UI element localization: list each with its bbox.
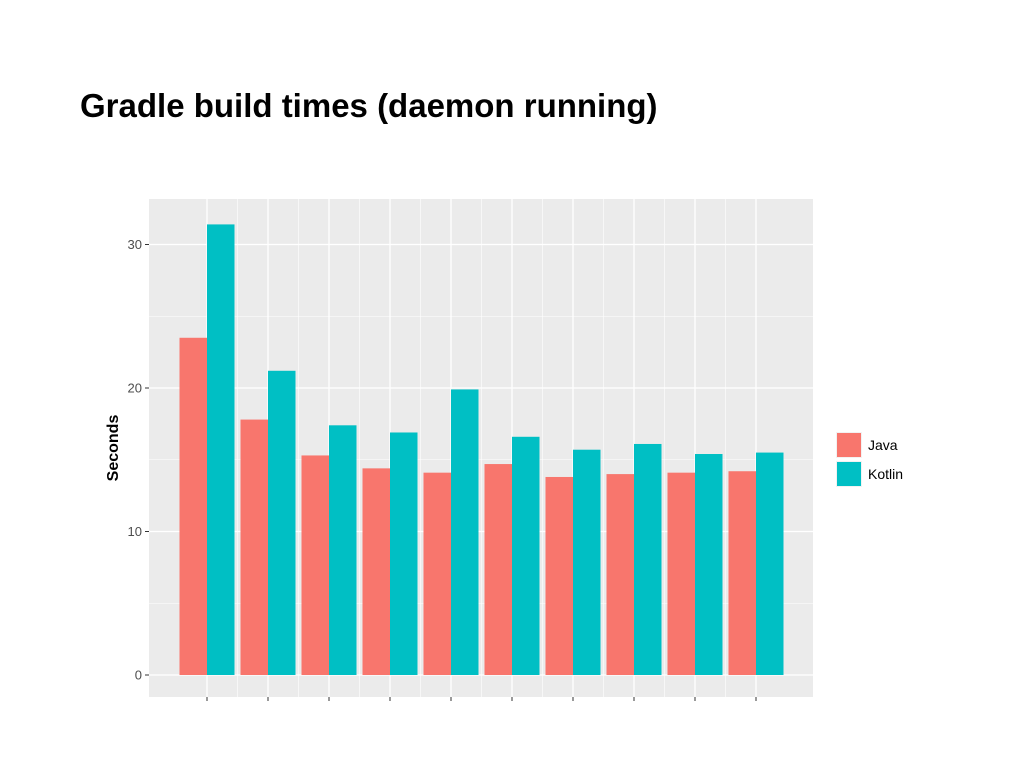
legend-key-kotlin — [837, 462, 861, 486]
bar-kotlin — [695, 454, 723, 675]
y-tick-label: 30 — [128, 237, 142, 252]
bar-kotlin — [451, 389, 479, 675]
y-tick-label: 10 — [128, 524, 142, 539]
bar-java — [728, 471, 756, 675]
bar-java — [301, 455, 329, 675]
legend-key-java — [837, 433, 861, 457]
y-axis-title: Seconds — [105, 415, 122, 482]
bar-kotlin — [634, 443, 662, 675]
bar-kotlin — [268, 370, 296, 675]
legend: Java Kotlin — [836, 432, 903, 487]
bar-kotlin — [512, 436, 540, 675]
y-tick-label: 20 — [128, 381, 142, 396]
bar-java — [362, 468, 390, 675]
bar-java — [667, 472, 695, 675]
bar-java — [179, 337, 207, 675]
bars — [179, 224, 784, 675]
bar-kotlin — [756, 452, 784, 675]
minor-gridlines — [149, 199, 813, 697]
slide-title: Gradle build times (daemon running) — [80, 87, 658, 124]
legend-label-kotlin: Kotlin — [868, 466, 903, 482]
bar-java — [423, 472, 451, 675]
bar-java — [484, 464, 512, 675]
bar-kotlin — [207, 224, 235, 675]
bar-java — [545, 476, 573, 675]
bar-java — [606, 474, 634, 675]
legend-label-java: Java — [868, 437, 898, 453]
y-axis: 0 10 20 30 — [128, 237, 149, 683]
bar-kotlin — [390, 432, 418, 675]
x-axis — [206, 697, 757, 701]
y-tick-label: 0 — [135, 668, 142, 683]
bar-kotlin — [329, 425, 357, 675]
bar-java — [240, 419, 268, 675]
bar-kotlin — [573, 449, 601, 675]
